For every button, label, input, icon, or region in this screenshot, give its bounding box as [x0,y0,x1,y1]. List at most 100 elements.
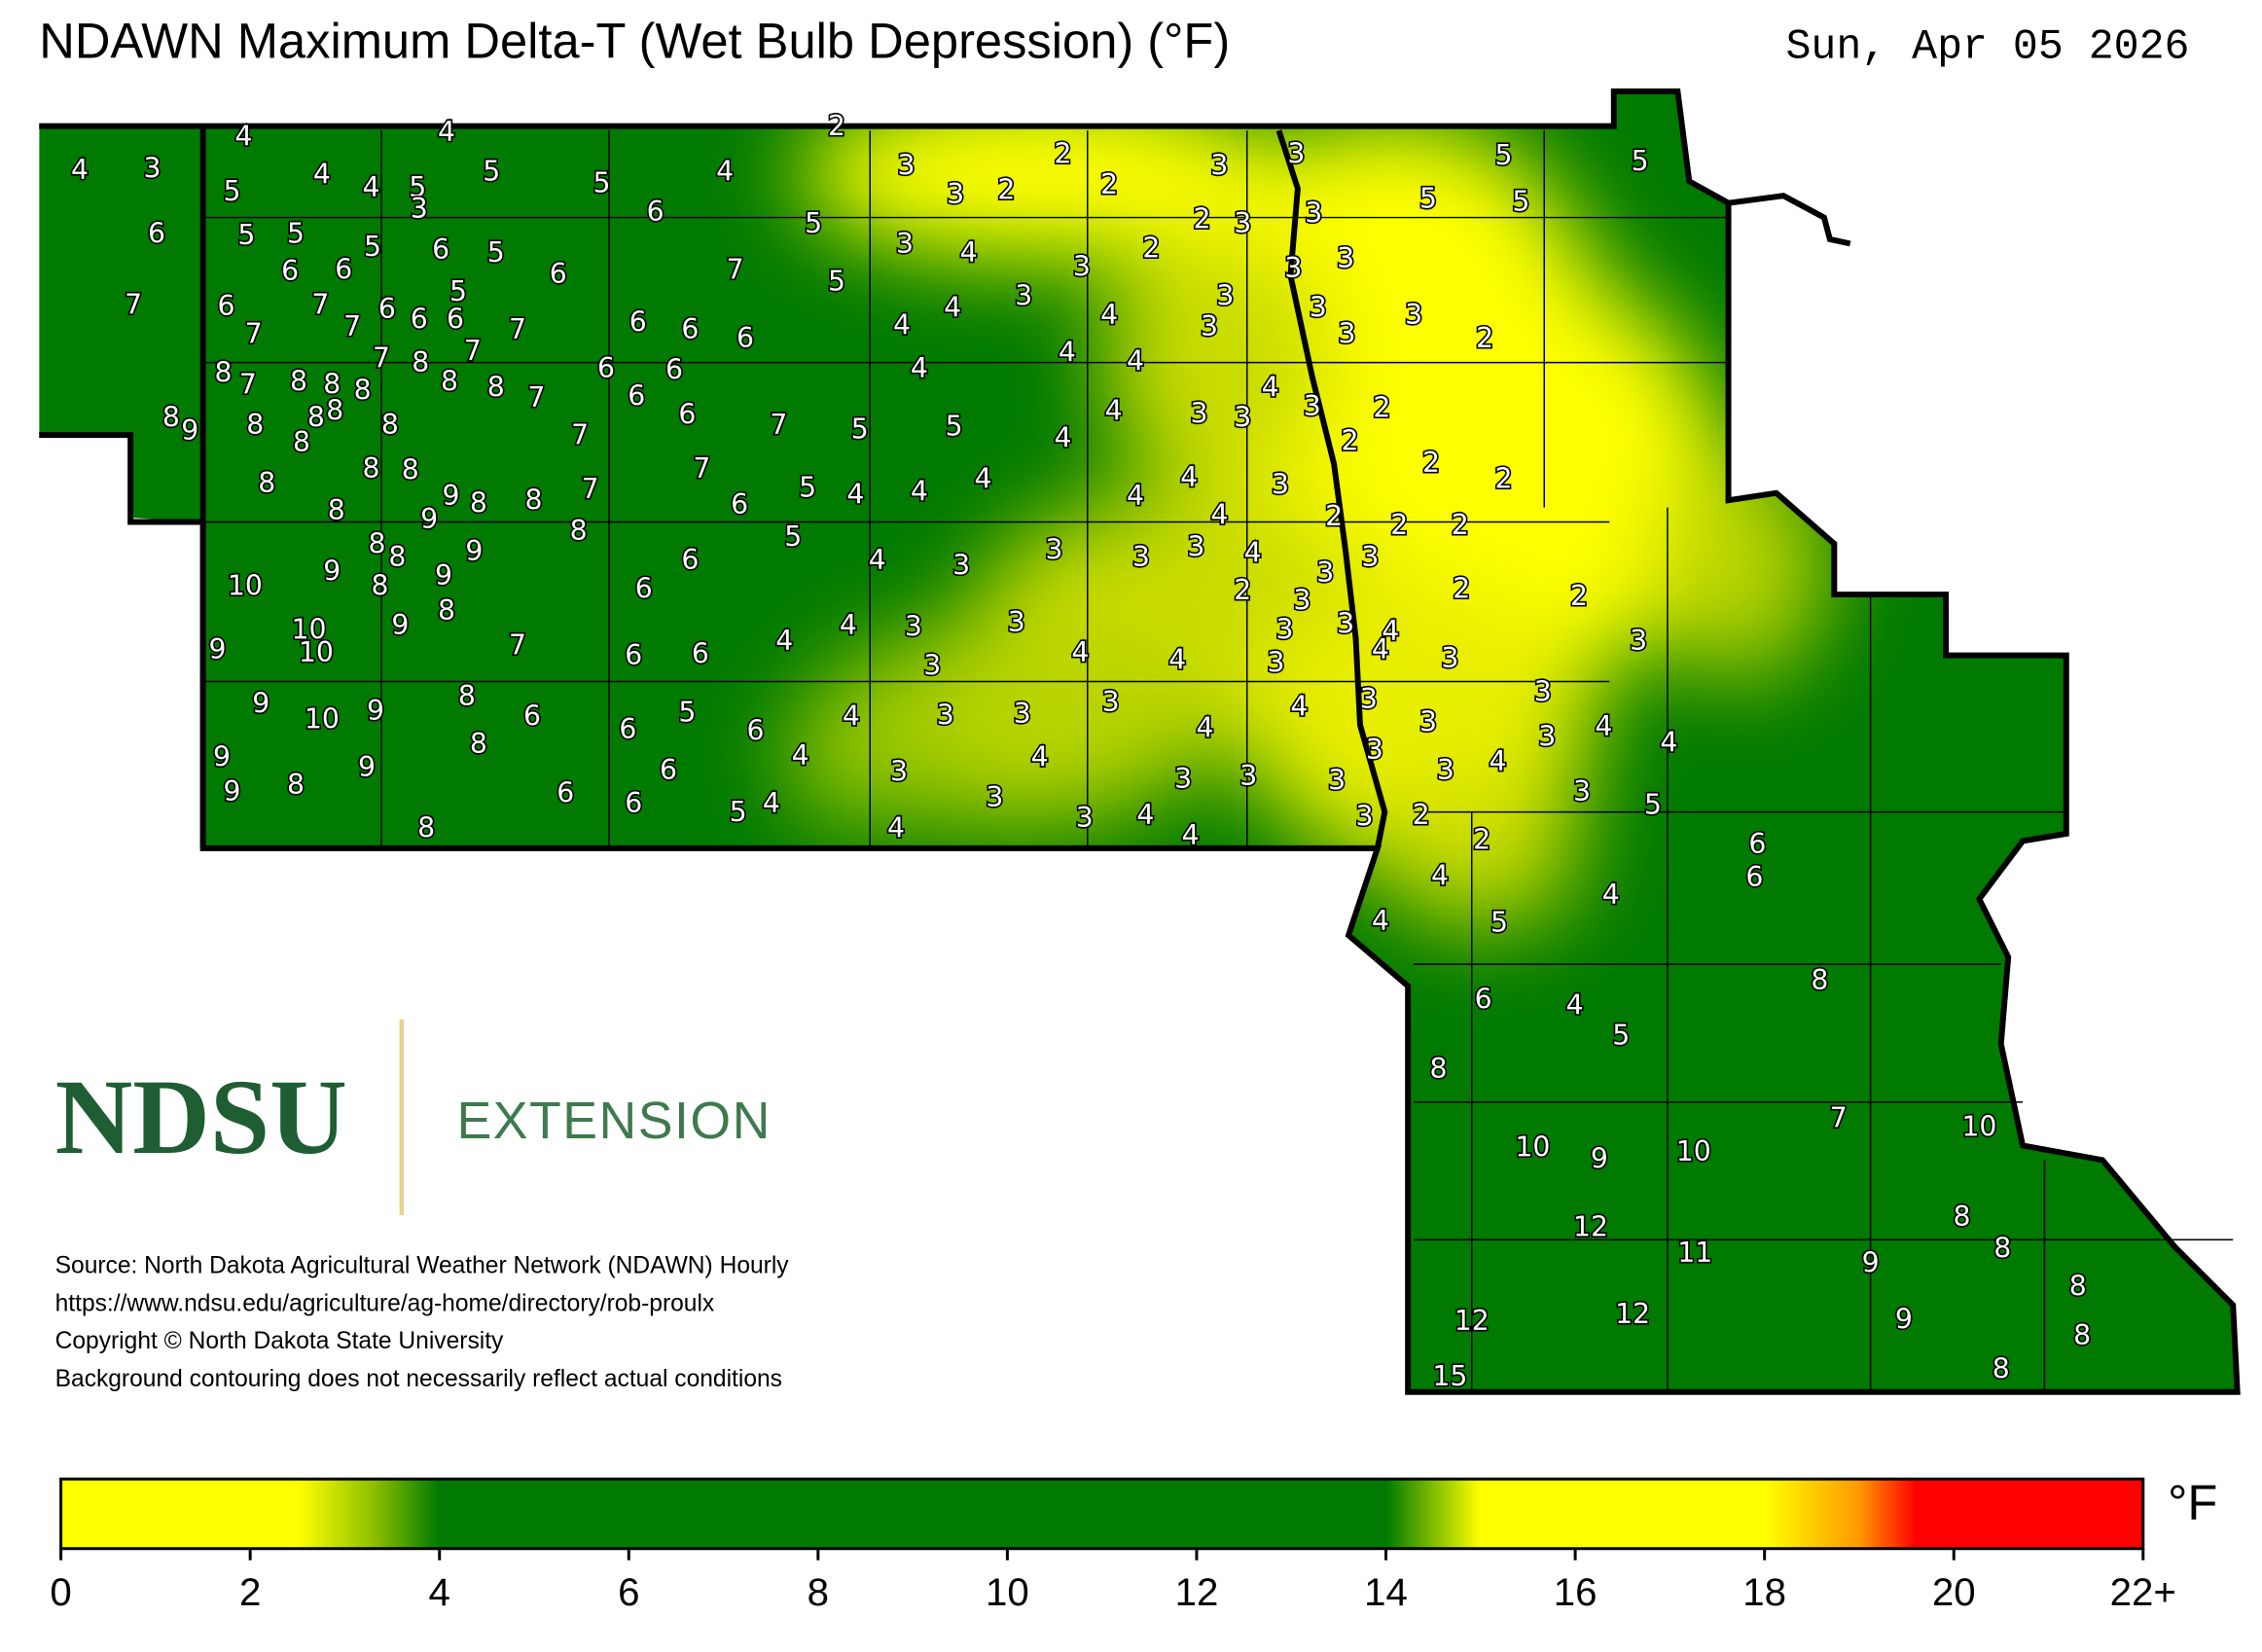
station-value: 8 [371,570,388,602]
station-value: 7 [343,310,361,342]
station-value: 6 [692,638,709,670]
station-value: 12 [1573,1210,1608,1242]
station-value: 6 [281,255,299,287]
station-value: 4 [1372,633,1389,665]
station-value: 3 [143,152,161,184]
station-value: 6 [335,254,352,286]
station-value: 5 [287,217,305,249]
station-value: 11 [1677,1237,1712,1269]
station-value: 5 [828,266,845,298]
station-value: 7 [239,368,257,400]
station-value: 7 [509,629,526,662]
station-value: 2 [1495,462,1513,494]
station-value: 8 [363,452,380,485]
station-value: 8 [388,541,406,573]
logo-unit: EXTENSION [456,1092,771,1150]
station-value: 8 [470,728,487,760]
station-value: 2 [1054,137,1071,169]
station-value: 3 [1210,149,1228,181]
station-value: 6 [597,352,615,384]
station-value: 9 [252,687,269,719]
station-value: 8 [487,371,505,403]
station-value: 3 [896,228,914,260]
station-value: 7 [693,452,710,485]
station-value: 3 [1366,734,1383,766]
station-value: 9 [358,751,376,783]
station-value: 5 [1512,186,1529,218]
station-value: 3 [1076,802,1094,834]
station-value: 4 [716,155,734,187]
station-value: 3 [1328,764,1346,796]
station-value: 3 [1441,642,1458,674]
station-value: 9 [1895,1304,1913,1336]
station-value: 15 [1432,1360,1467,1392]
station-value: 3 [1287,137,1305,169]
colorbar-tick-label: 16 [1554,1570,1598,1614]
station-value: 3 [411,193,428,225]
station-value: 8 [368,527,385,559]
station-value: 9 [443,480,460,512]
station-value: 6 [447,303,464,335]
station-value: 12 [1615,1298,1650,1330]
station-value: 6 [746,715,764,747]
logo-name: NDSU [55,1058,347,1176]
station-value: 5 [1632,145,1649,177]
station-value: 8 [2073,1319,2091,1351]
colorbar-tick-label: 10 [986,1570,1029,1614]
station-value: 3 [1191,397,1208,429]
station-value: 6 [625,787,642,819]
station-value: 9 [420,503,438,535]
station-value: 4 [944,291,961,323]
station-value: 5 [237,219,255,251]
station-value: 6 [678,399,696,431]
station-value: 2 [997,174,1015,206]
station-value: 3 [1015,280,1032,312]
station-value: 2 [1194,203,1211,235]
station-value: 3 [905,610,922,642]
station-value: 8 [441,365,458,397]
station-value: 2 [1390,509,1408,541]
station-value: 7 [727,254,744,286]
station-value: 4 [1660,727,1677,759]
station-value: 3 [1405,299,1422,331]
station-value: 2 [1452,509,1469,541]
station-value: 8 [307,402,325,434]
station-value: 3 [1304,390,1321,422]
station-value: 3 [1355,801,1373,833]
colorbar-tick-label: 2 [239,1570,261,1614]
colorbar-tick-label: 22+ [2110,1570,2176,1614]
station-value: 8 [354,374,372,406]
colorbar-unit: °F [2168,1475,2217,1530]
station-value: 2 [1373,391,1390,423]
station-value: 5 [487,236,505,269]
station-value: 8 [470,487,487,520]
station-value: 4 [1382,615,1399,647]
station-value: 4 [1100,299,1118,331]
state-border [39,88,2241,1395]
station-value: 5 [1495,139,1513,171]
station-value: 9 [1862,1247,1880,1279]
station-value: 4 [1197,712,1214,744]
station-value: 6 [557,777,574,809]
station-value: 4 [71,154,89,186]
station-value: 9 [435,559,452,592]
colorbar-tick-label: 0 [50,1570,71,1614]
station-value: 5 [851,413,869,446]
station-value: 4 [1595,710,1612,742]
station-value: 2 [1476,322,1493,354]
station-value: 8 [326,394,343,426]
station-value: 4 [840,609,857,641]
station-value: 6 [647,196,664,228]
station-value: 4 [1127,345,1144,377]
station-value: 4 [1262,371,1279,403]
colorbar-tick-label: 4 [429,1570,450,1614]
station-value: 9 [181,414,198,447]
station-value: 8 [258,467,275,499]
station-value: 6 [411,303,428,335]
station-value: 7 [582,473,599,505]
station-value: 9 [223,775,240,808]
station-value: 5 [449,275,467,307]
station-value: 3 [1339,317,1356,349]
